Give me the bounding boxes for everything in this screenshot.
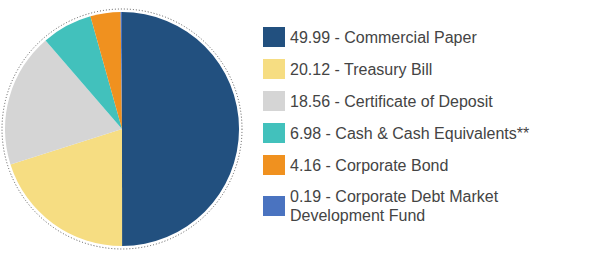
svg-text:20.12 - Treasury Bill: 20.12 - Treasury Bill	[290, 61, 432, 78]
svg-text:0.19 - Corporate Debt Market: 0.19 - Corporate Debt Market	[290, 188, 503, 205]
svg-text:6.98 - Cash & Cash Equivalents: 6.98 - Cash & Cash Equivalents**	[290, 125, 529, 142]
svg-text:49.99 - Commercial Paper: 49.99 - Commercial Paper	[290, 29, 477, 46]
svg-text:Development Fund: Development Fund	[290, 207, 425, 224]
svg-text:4.16 - Corporate Bond: 4.16 - Corporate Bond	[290, 157, 448, 174]
svg-text:18.56 - Certificate of Deposit: 18.56 - Certificate of Deposit	[290, 93, 493, 110]
